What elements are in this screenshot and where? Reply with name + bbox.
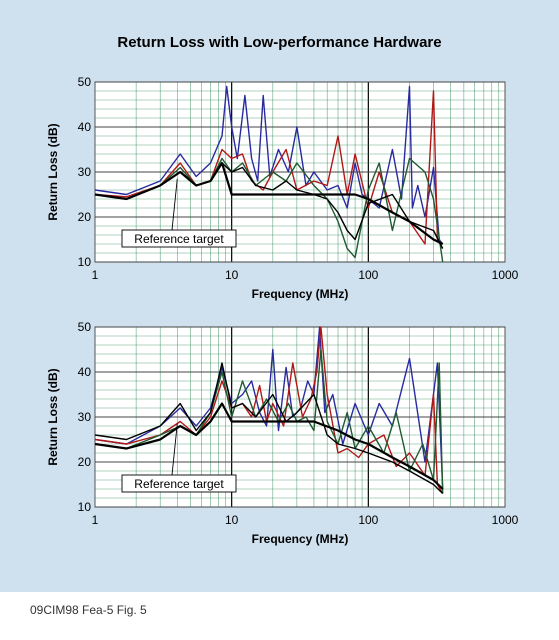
- y-tick-label: 30: [78, 410, 92, 424]
- series-line-red: [94, 326, 444, 494]
- y-tick-label: 10: [78, 255, 92, 269]
- x-tick-label: 10: [225, 268, 239, 282]
- series-line-green: [94, 348, 444, 494]
- x-tick-label: 100: [358, 513, 378, 527]
- x-tick-label: 1: [92, 268, 99, 282]
- y-axis-label: Return Loss (dB): [46, 368, 60, 465]
- y-tick-label: 30: [78, 165, 92, 179]
- x-tick-label: 10: [225, 513, 239, 527]
- y-axis-label: Return Loss (dB): [46, 123, 60, 220]
- y-tick-label: 20: [78, 210, 92, 224]
- annotation-box: [121, 474, 237, 493]
- x-axis-label: Frequency (MHz): [252, 287, 349, 301]
- series-line-black: [94, 362, 444, 495]
- x-tick-label: 1000: [492, 268, 519, 282]
- x-tick-label: 1000: [492, 513, 519, 527]
- reference-target-line: [94, 402, 444, 490]
- annotation-leader: [171, 178, 178, 231]
- figure-caption: 09CIM98 Fea-5 Fig. 5: [30, 603, 147, 617]
- y-tick-label: 40: [78, 120, 92, 134]
- y-tick-label: 50: [78, 320, 92, 334]
- x-tick-label: 100: [358, 268, 378, 282]
- y-tick-label: 40: [78, 365, 92, 379]
- annotation-label: Reference target: [134, 477, 224, 491]
- x-tick-label: 1: [92, 513, 99, 527]
- annotation-label: Reference target: [134, 232, 224, 246]
- reference-target-line: [94, 161, 444, 245]
- figure-title: Return Loss with Low-performance Hardwar…: [117, 34, 442, 51]
- x-axis-label: Frequency (MHz): [252, 532, 349, 546]
- y-tick-label: 50: [78, 75, 92, 89]
- series-line-blue: [94, 326, 444, 490]
- annotation-box: [121, 229, 237, 248]
- y-tick-label: 10: [78, 500, 92, 514]
- y-tick-label: 20: [78, 455, 92, 469]
- annotation-leader: [171, 423, 178, 476]
- series-line-blue: [94, 85, 444, 245]
